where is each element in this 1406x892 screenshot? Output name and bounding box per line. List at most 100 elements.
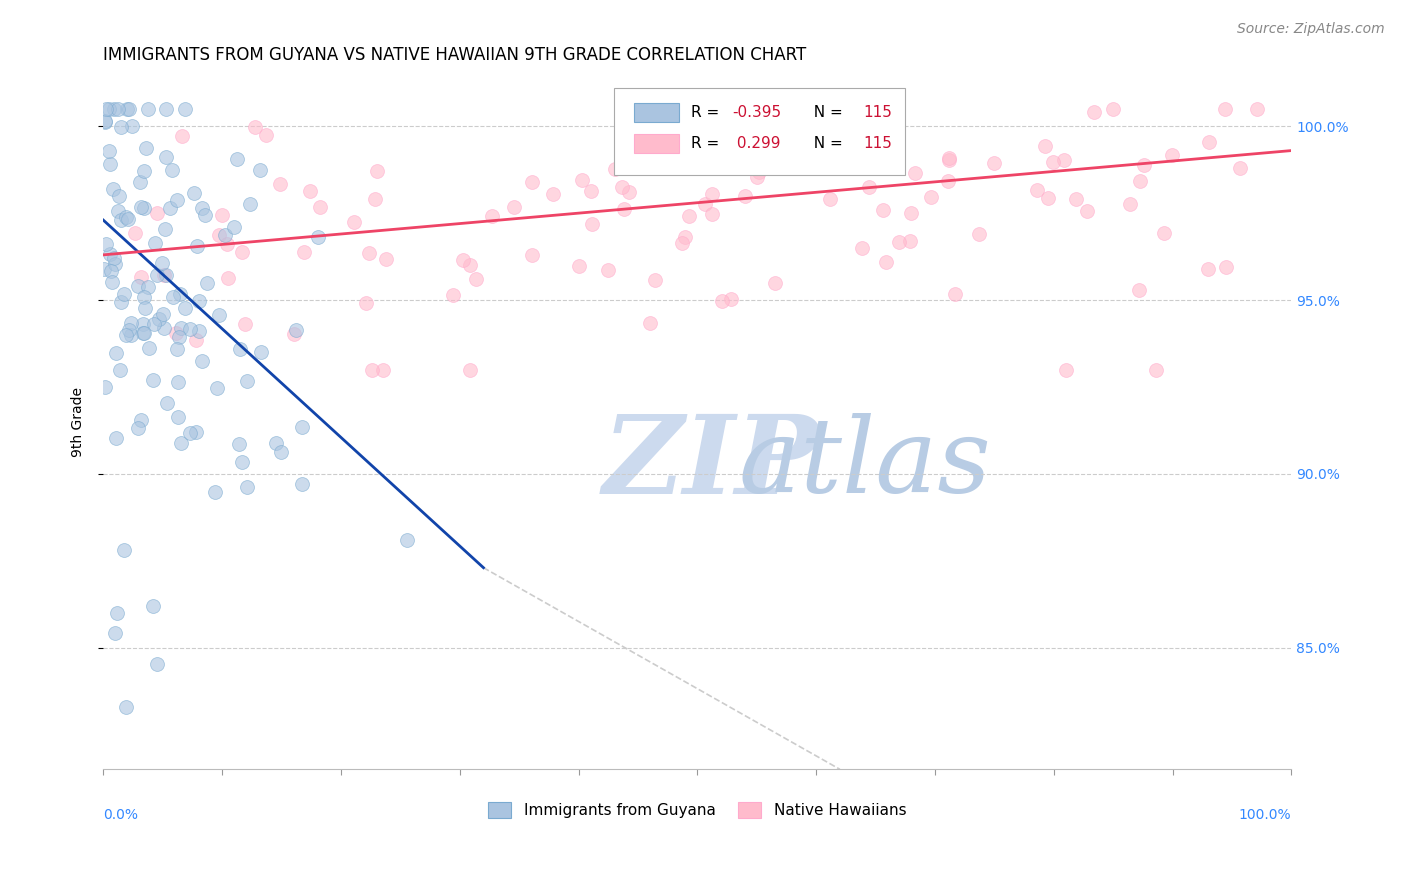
Text: R =: R = <box>692 136 724 151</box>
Point <box>169 287 191 301</box>
Point <box>96 236 118 251</box>
Point <box>166 409 188 424</box>
Point <box>613 202 636 216</box>
Point <box>146 206 169 220</box>
Text: R =: R = <box>692 105 724 120</box>
Point <box>136 280 159 294</box>
Point <box>108 362 131 376</box>
Point <box>581 217 603 231</box>
Point <box>138 341 160 355</box>
Point <box>678 143 700 157</box>
Point <box>114 328 136 343</box>
Point <box>1197 261 1219 276</box>
Point <box>361 362 384 376</box>
Point <box>188 324 211 338</box>
Point <box>1033 139 1056 153</box>
Point <box>936 174 959 188</box>
Point <box>155 268 177 282</box>
Point <box>101 275 124 289</box>
Point <box>596 263 619 277</box>
Point <box>291 476 314 491</box>
Point <box>696 113 718 128</box>
Point <box>100 264 122 278</box>
Point <box>1161 148 1184 162</box>
Point <box>132 326 155 341</box>
Legend: Immigrants from Guyana, Native Hawaiians: Immigrants from Guyana, Native Hawaiians <box>482 796 912 824</box>
Point <box>875 255 897 269</box>
Point <box>162 290 184 304</box>
Point <box>441 288 464 302</box>
Point <box>134 202 156 216</box>
Point <box>520 175 543 189</box>
Point <box>94 114 117 128</box>
Point <box>1153 227 1175 241</box>
Point <box>236 480 259 494</box>
Point <box>285 323 308 337</box>
Point <box>167 330 190 344</box>
Point <box>239 197 262 211</box>
Point <box>366 164 388 178</box>
Point <box>195 276 218 290</box>
Point <box>644 272 666 286</box>
Point <box>1026 183 1049 197</box>
Point <box>174 102 197 116</box>
Point <box>938 153 960 167</box>
Point <box>983 155 1005 169</box>
Point <box>579 184 602 198</box>
Point <box>162 163 184 178</box>
Point <box>695 196 717 211</box>
Point <box>243 120 266 135</box>
Point <box>155 102 177 116</box>
Point <box>152 306 174 320</box>
Point <box>231 244 253 259</box>
Point <box>142 599 165 614</box>
Point <box>186 425 208 439</box>
Point <box>129 412 152 426</box>
Point <box>571 173 593 187</box>
Point <box>1119 197 1142 211</box>
Point <box>298 184 321 198</box>
Point <box>858 179 880 194</box>
Point <box>124 227 146 241</box>
FancyBboxPatch shape <box>614 88 905 175</box>
Point <box>292 244 315 259</box>
Point <box>179 321 201 335</box>
Point <box>222 220 245 235</box>
Point <box>634 127 657 141</box>
Point <box>453 253 475 268</box>
Point <box>568 259 591 273</box>
Point <box>851 241 873 255</box>
Point <box>217 237 239 252</box>
Point <box>291 420 314 434</box>
Point <box>458 258 481 272</box>
Point <box>127 421 149 435</box>
Point <box>112 286 135 301</box>
Point <box>166 343 188 357</box>
Point <box>678 209 700 223</box>
Point <box>155 222 177 236</box>
Point <box>264 436 287 450</box>
Point <box>132 290 155 304</box>
Point <box>887 235 910 249</box>
Point <box>114 210 136 224</box>
Point <box>110 120 132 135</box>
FancyBboxPatch shape <box>634 134 679 153</box>
Point <box>1076 204 1098 219</box>
Point <box>107 189 129 203</box>
Point <box>396 533 419 548</box>
Point <box>710 293 733 308</box>
Point <box>1054 362 1077 376</box>
Y-axis label: 9th Grade: 9th Grade <box>72 387 86 457</box>
Text: Source: ZipAtlas.com: Source: ZipAtlas.com <box>1237 22 1385 37</box>
Text: ZIP: ZIP <box>602 409 818 517</box>
Text: 0.0%: 0.0% <box>103 807 138 822</box>
Point <box>134 301 156 315</box>
Point <box>205 381 228 395</box>
Point <box>818 192 841 206</box>
Point <box>814 124 837 138</box>
Point <box>1036 191 1059 205</box>
Point <box>101 182 124 196</box>
Point <box>308 200 330 214</box>
Point <box>146 268 169 282</box>
Point <box>132 326 155 340</box>
